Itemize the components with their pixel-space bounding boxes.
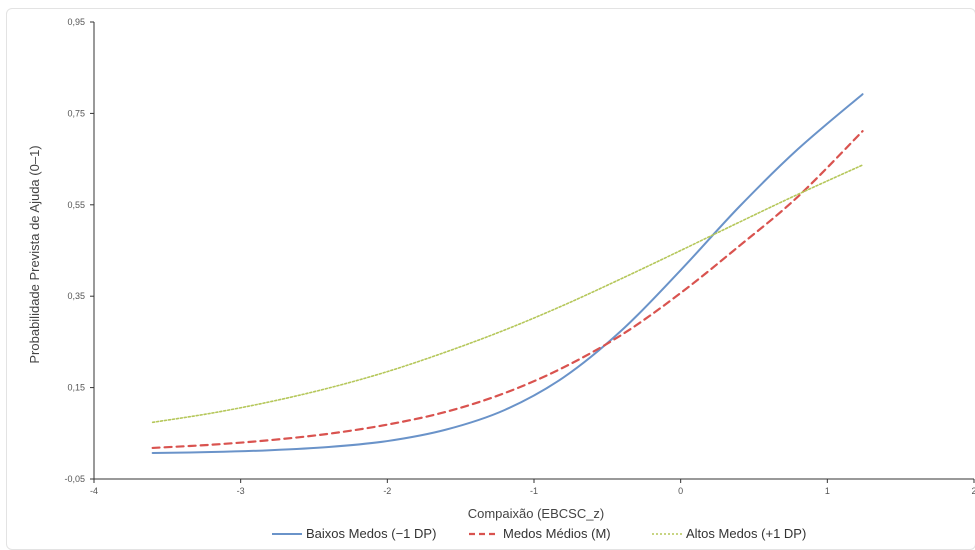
y-tick-label: 0,75	[67, 108, 85, 118]
legend-label-2: Medos Médios (M)	[503, 526, 611, 541]
legend-label-1: Baixos Medos (−1 DP)	[306, 526, 436, 541]
series-line-3	[151, 164, 864, 424]
series-line-1	[151, 93, 864, 454]
y-tick-label: 0,35	[67, 291, 85, 301]
x-tick-label: -1	[530, 486, 538, 496]
y-tick-label: -0,05	[64, 474, 85, 484]
x-axis-title: Compaixão (EBCSC_z)	[468, 506, 605, 521]
legend-label-3: Altos Medos (+1 DP)	[686, 526, 806, 541]
x-tick-label: 1	[825, 486, 830, 496]
series-line-2	[151, 130, 864, 450]
chart-frame	[6, 8, 975, 550]
x-tick-label: -3	[237, 486, 245, 496]
x-tick-label: -4	[90, 486, 98, 496]
y-tick-label: 0,95	[67, 17, 85, 27]
y-tick-label: 0,15	[67, 383, 85, 393]
x-tick-label: 0	[678, 486, 683, 496]
x-tick-label: -2	[383, 486, 391, 496]
y-axis-title: Probabilidade Prevista de Ajuda (0–1)	[27, 145, 42, 363]
x-tick-label: 2	[971, 486, 975, 496]
y-tick-label: 0,55	[67, 200, 85, 210]
